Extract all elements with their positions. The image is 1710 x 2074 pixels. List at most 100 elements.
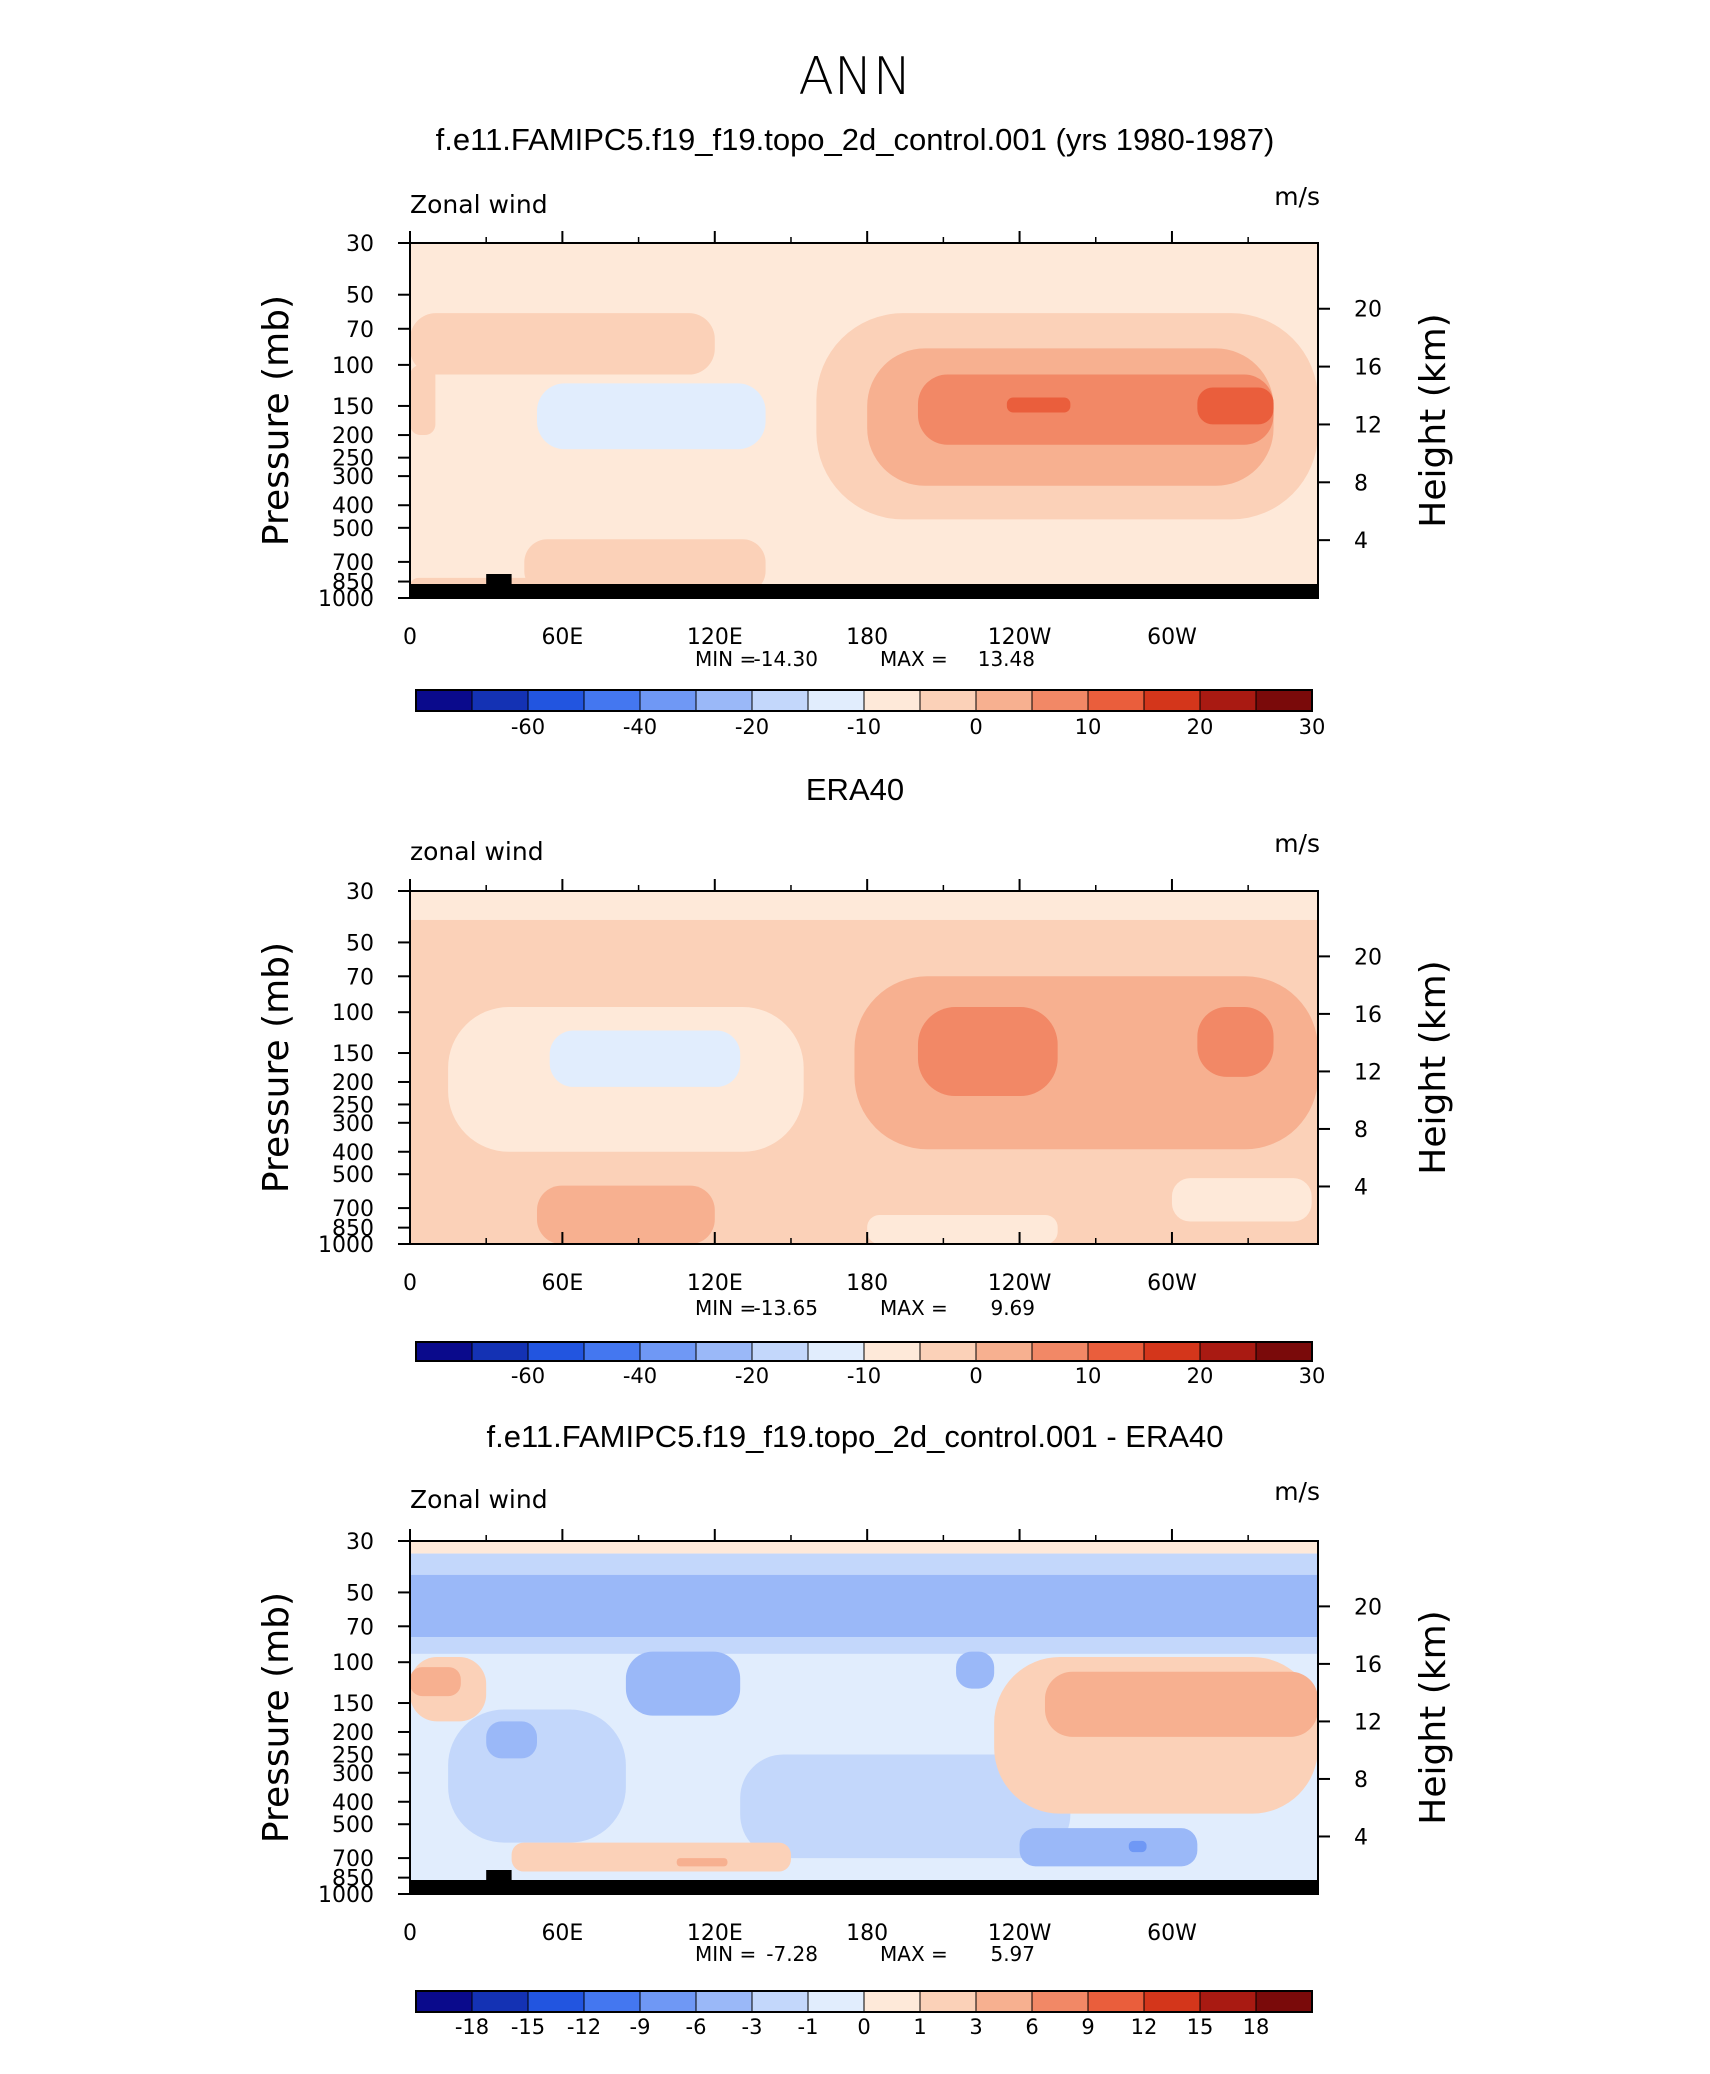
colorbar-label: -20: [735, 1364, 769, 1388]
max-label: MAX =: [880, 647, 948, 671]
colorbar-swatch: [919, 689, 977, 712]
x-tick-label: 180: [846, 1921, 888, 1946]
y-tick-label: 300: [332, 465, 374, 490]
colorbar-swatch: [1143, 1341, 1201, 1362]
panel-2: ERA40 zonal wind m/s 0 60E 120E 180 120W 60W 30 50…: [256, 772, 1454, 1388]
y-tick-label: 70: [346, 1615, 374, 1640]
y-tick-label: 500: [332, 1163, 374, 1188]
colorbar-swatch: [1255, 1990, 1313, 2013]
contour-region: [549, 1030, 741, 1087]
colorbar-label: 3: [969, 2015, 982, 2039]
y-tick-label: 1000: [318, 1883, 374, 1908]
colorbar-swatch: [975, 689, 1033, 712]
colorbar-label: -60: [511, 715, 545, 739]
variable-label: Zonal wind: [410, 190, 548, 219]
colorbar-label: 9: [1081, 2015, 1094, 2039]
contour-region: [410, 1637, 1318, 1654]
colorbar-swatch: [583, 1341, 641, 1362]
topography-peak: [486, 574, 512, 586]
colorbar-swatch: [863, 1990, 921, 2013]
contour-region: [917, 374, 1274, 445]
colorbar-swatch: [975, 1341, 1033, 1362]
y-tick-label: 250: [332, 1093, 374, 1118]
y-tick-label: 250: [332, 1743, 374, 1768]
colorbar-label: -9: [630, 2015, 651, 2039]
max-value: 5.97: [990, 1942, 1035, 1966]
colorbar-label: 15: [1187, 2015, 1214, 2039]
colorbar-swatch: [471, 689, 529, 712]
contour-field: [410, 243, 1318, 598]
min-label: MIN =: [695, 1942, 756, 1966]
y-axis-title: Pressure (mb): [256, 1592, 297, 1843]
colorbar-swatch: [807, 689, 865, 712]
y-axis-title: Pressure (mb): [256, 942, 297, 1193]
contour-region: [676, 1858, 728, 1867]
colorbar-swatch: [527, 689, 585, 712]
contour-region: [1019, 1828, 1198, 1867]
contour-region: [410, 313, 715, 375]
y2-axis-title: Height (km): [1413, 960, 1454, 1174]
y-tick-label: 150: [332, 395, 374, 420]
y-tick-label: 400: [332, 1141, 374, 1166]
y-tick-label: 500: [332, 1813, 374, 1838]
colorbar-label: 20: [1187, 1364, 1214, 1388]
colorbar-label: -40: [623, 715, 657, 739]
y-tick-label: 1000: [318, 1233, 374, 1258]
colorbar-swatch: [751, 689, 809, 712]
colorbar-swatch: [1031, 1341, 1089, 1362]
contour-region: [1197, 1007, 1274, 1077]
min-label: MIN =: [695, 647, 756, 671]
contour-region: [410, 891, 1318, 920]
contour-region: [536, 1185, 715, 1244]
contour-region: [410, 1667, 461, 1697]
y2-tick-label: 12: [1354, 1060, 1382, 1085]
y2-tick-label: 12: [1354, 1710, 1382, 1735]
y-tick-label: 30: [346, 880, 374, 905]
y-tick-label: 100: [332, 1001, 374, 1026]
y-tick-label: 300: [332, 1112, 374, 1137]
colorbar-frame: [415, 689, 1313, 712]
y-tick-label: 150: [332, 1042, 374, 1067]
colorbar-swatch: [415, 1341, 473, 1362]
contour-region: [1006, 397, 1071, 413]
colorbar-label: 20: [1187, 715, 1214, 739]
x-tick-label: 60E: [541, 625, 583, 650]
contour-region: [1197, 387, 1274, 425]
colorbar-swatch: [695, 1990, 753, 2013]
x-tick-label: 60W: [1147, 1921, 1197, 1946]
colorbar-swatch: [1255, 689, 1313, 712]
contour-region: [448, 1709, 626, 1843]
y-tick-label: 700: [332, 551, 374, 576]
y2-tick-label: 4: [1354, 529, 1368, 554]
max-value: 9.69: [990, 1296, 1035, 1320]
colorbar-swatch: [639, 1341, 697, 1362]
topography-mask: [410, 584, 1318, 598]
y-tick-label: 700: [332, 1847, 374, 1872]
y2-tick-label: 4: [1354, 1825, 1368, 1850]
y-tick-label: 30: [346, 232, 374, 257]
colorbar-swatch: [583, 1990, 641, 2013]
max-value: 13.48: [978, 647, 1035, 671]
y-tick-label: 250: [332, 447, 374, 472]
colorbar-label: 0: [969, 1364, 982, 1388]
y-tick-label: 100: [332, 1651, 374, 1676]
colorbar-swatch: [1031, 1990, 1089, 2013]
variable-label: zonal wind: [410, 837, 544, 866]
y2-tick-label: 16: [1354, 1003, 1382, 1028]
colorbar-swatch: [1087, 1341, 1145, 1362]
colorbar-swatch: [863, 1341, 921, 1362]
figure-title: ANN: [798, 47, 911, 107]
y2-tick-label: 8: [1354, 471, 1368, 496]
y-tick-label: 1000: [318, 587, 374, 612]
plot-frame: [409, 242, 1319, 599]
colorbar-swatch: [1031, 689, 1089, 712]
x-tick-label: 180: [846, 625, 888, 650]
contour-region: [1044, 1671, 1318, 1737]
y-tick-label: 50: [346, 284, 374, 309]
x-tick-label: 120W: [988, 1921, 1052, 1946]
y2-tick-label: 20: [1354, 945, 1382, 970]
y-tick-label: 400: [332, 1791, 374, 1816]
colorbar-label: -18: [455, 2015, 489, 2039]
y-tick-label: 700: [332, 1197, 374, 1222]
